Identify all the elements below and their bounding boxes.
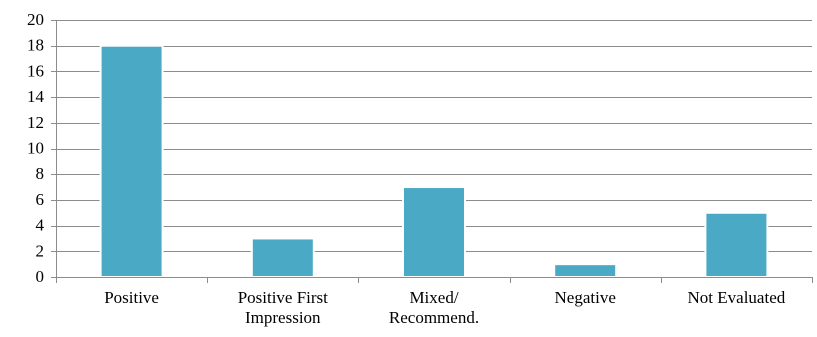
category-labels: Positive Positive First Impression Mixed/Re… xyxy=(104,288,786,327)
category-label-line: Not Evaluated xyxy=(688,288,786,307)
y-tick-label: 6 xyxy=(36,190,45,209)
bar xyxy=(250,237,315,278)
bar xyxy=(99,44,164,279)
y-tick-label: 0 xyxy=(36,267,45,286)
y-tick-label: 8 xyxy=(36,164,45,183)
category-label: Not Evaluated xyxy=(688,288,786,307)
gridlines xyxy=(56,20,812,252)
category-label-line: Positive xyxy=(104,288,159,307)
y-tick-label: 16 xyxy=(27,61,44,80)
category-label: Positive xyxy=(104,288,159,307)
axes xyxy=(51,20,813,283)
category-label-line: Mixed/ xyxy=(409,288,458,307)
category-label: Negative xyxy=(555,288,616,307)
category-label: Positive First Impression xyxy=(238,288,328,327)
y-tick-label: 10 xyxy=(27,139,44,158)
category-label: Mixed/Recommend. xyxy=(389,288,479,327)
y-tick-label: 4 xyxy=(36,216,45,235)
y-tick-label: 14 xyxy=(27,87,45,106)
category-label-line: Negative xyxy=(555,288,616,307)
bars xyxy=(99,44,769,279)
bar xyxy=(402,186,466,278)
y-tick-label: 12 xyxy=(27,113,44,132)
y-tick-label: 2 xyxy=(36,241,45,260)
category-label-line: Positive First xyxy=(238,288,328,307)
bar xyxy=(553,263,618,278)
y-tick-label: 20 xyxy=(27,10,44,29)
y-tick-labels: 0 2 4 6 8 10 12 14 16 18 20 xyxy=(27,10,45,286)
bar xyxy=(704,211,769,278)
category-label-line: Recommend. xyxy=(389,308,479,327)
y-tick-label: 18 xyxy=(27,36,44,55)
category-label-line: Impression xyxy=(245,308,321,327)
